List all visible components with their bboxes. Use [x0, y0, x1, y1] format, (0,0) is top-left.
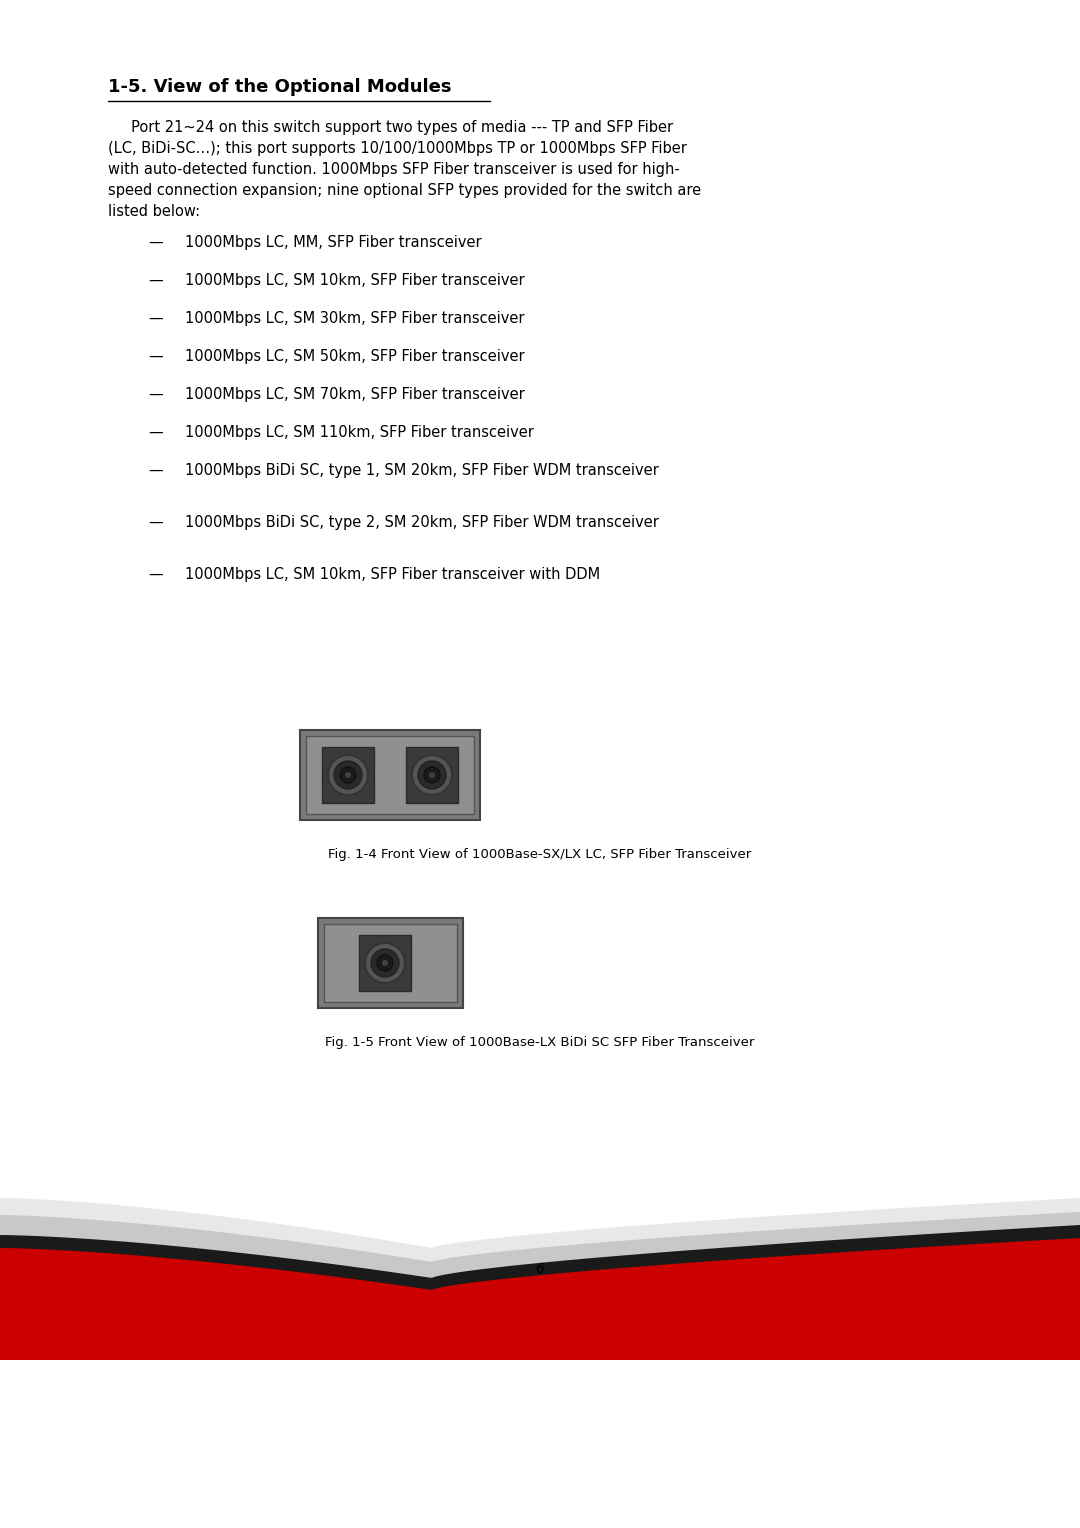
Text: 1000Mbps BiDi SC, type 2, SM 20km, SFP Fiber WDM transceiver: 1000Mbps BiDi SC, type 2, SM 20km, SFP F… [185, 515, 659, 530]
Text: —: — [148, 312, 163, 325]
Text: 1000Mbps LC, SM 110km, SFP Fiber transceiver: 1000Mbps LC, SM 110km, SFP Fiber transce… [185, 425, 534, 440]
Polygon shape [0, 1238, 1080, 1360]
Text: —: — [148, 425, 163, 440]
Text: —: — [148, 515, 163, 530]
Text: —: — [148, 567, 163, 582]
Text: speed connection expansion; nine optional SFP types provided for the switch are: speed connection expansion; nine optiona… [108, 183, 701, 199]
Bar [318, 918, 462, 1008]
Circle shape [334, 761, 362, 788]
Circle shape [340, 767, 356, 782]
Text: —: — [148, 274, 163, 287]
Text: 1000Mbps LC, SM 70km, SFP Fiber transceiver: 1000Mbps LC, SM 70km, SFP Fiber transcei… [185, 387, 525, 402]
Polygon shape [0, 1225, 1080, 1360]
Bar [324, 924, 457, 1002]
Text: 1000Mbps BiDi SC, type 1, SM 20km, SFP Fiber WDM transceiver: 1000Mbps BiDi SC, type 1, SM 20km, SFP F… [185, 463, 659, 478]
Circle shape [411, 755, 453, 795]
Text: 1000Mbps LC, SM 10km, SFP Fiber transceiver: 1000Mbps LC, SM 10km, SFP Fiber transcei… [185, 274, 525, 287]
Circle shape [429, 772, 435, 778]
Bar [359, 935, 411, 992]
Circle shape [372, 949, 399, 976]
Text: —: — [148, 463, 163, 478]
Text: with auto-detected function. 1000Mbps SFP Fiber transceiver is used for high-: with auto-detected function. 1000Mbps SF… [108, 162, 679, 177]
Text: 1000Mbps LC, MM, SFP Fiber transceiver: 1000Mbps LC, MM, SFP Fiber transceiver [185, 235, 482, 251]
Text: —: — [148, 387, 163, 402]
Text: Fig. 1-4 Front View of 1000Base-SX/LX LC, SFP Fiber Transceiver: Fig. 1-4 Front View of 1000Base-SX/LX LC… [328, 848, 752, 860]
Text: Fig. 1-5 Front View of 1000Base-LX BiDi SC SFP Fiber Transceiver: Fig. 1-5 Front View of 1000Base-LX BiDi … [325, 1036, 755, 1050]
Circle shape [345, 772, 351, 778]
Circle shape [328, 755, 368, 795]
Bar [306, 736, 474, 814]
Circle shape [365, 943, 405, 983]
Text: —: — [148, 235, 163, 251]
Bar [322, 747, 374, 804]
Text: (LC, BiDi-SC…); this port supports 10/100/1000Mbps TP or 1000Mbps SFP Fiber: (LC, BiDi-SC…); this port supports 10/10… [108, 141, 687, 156]
Circle shape [377, 955, 393, 970]
Text: Port 21~24 on this switch support two types of media --- TP and SFP Fiber: Port 21~24 on this switch support two ty… [108, 121, 673, 134]
Text: 1000Mbps LC, SM 50km, SFP Fiber transceiver: 1000Mbps LC, SM 50km, SFP Fiber transcei… [185, 348, 525, 364]
Text: 1-5. View of the Optional Modules: 1-5. View of the Optional Modules [108, 78, 451, 96]
Circle shape [382, 960, 388, 966]
Polygon shape [0, 1198, 1080, 1360]
Text: 1000Mbps LC, SM 10km, SFP Fiber transceiver with DDM: 1000Mbps LC, SM 10km, SFP Fiber transcei… [185, 567, 600, 582]
Text: listed below:: listed below: [108, 205, 200, 219]
Circle shape [418, 761, 446, 788]
Bar [406, 747, 458, 804]
Polygon shape [0, 1212, 1080, 1360]
Text: 6: 6 [536, 1262, 544, 1276]
Text: —: — [148, 348, 163, 364]
Bar [300, 730, 480, 821]
Text: 1000Mbps LC, SM 30km, SFP Fiber transceiver: 1000Mbps LC, SM 30km, SFP Fiber transcei… [185, 312, 525, 325]
Circle shape [424, 767, 440, 782]
